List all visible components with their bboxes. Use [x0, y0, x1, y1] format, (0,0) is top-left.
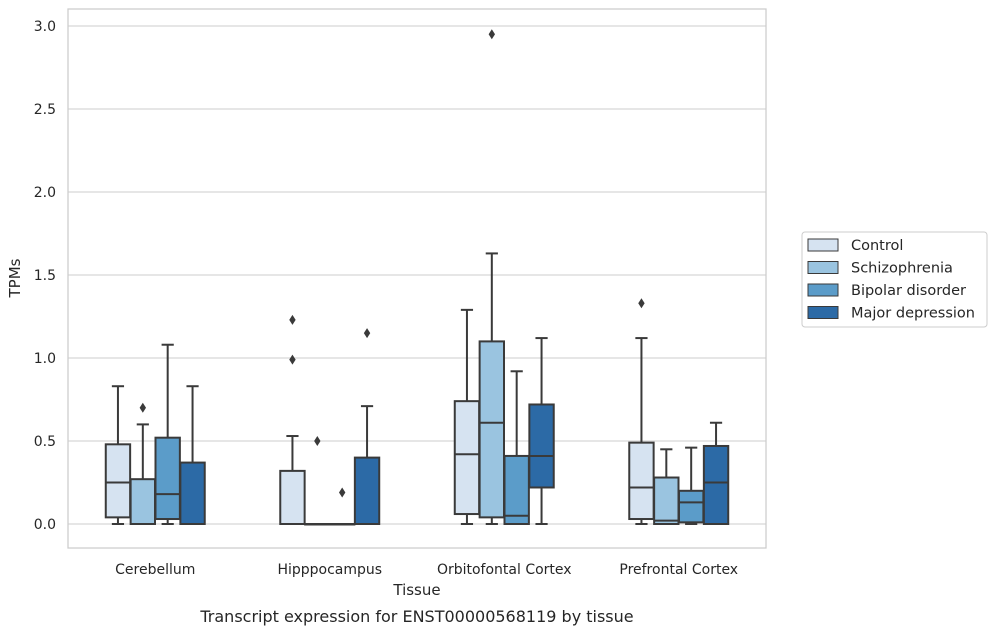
box-0-2: [154, 343, 181, 525]
box-1-2: [328, 487, 356, 526]
legend-label: Schizophrenia: [851, 261, 953, 277]
box-3-3: [702, 421, 730, 526]
x-tick-label: Orbitofontal Cortex: [437, 562, 572, 578]
box-0-1: [129, 402, 157, 525]
box-2-1: [478, 29, 506, 525]
x-tick-label: Cerebellum: [115, 562, 195, 578]
box-iqr: [353, 456, 381, 526]
box-iqr: [179, 461, 206, 525]
box-iqr: [653, 476, 680, 525]
box-iqr: [453, 400, 481, 516]
legend-item: Bipolar disorder: [807, 283, 966, 299]
box-iqr: [478, 340, 506, 519]
box-3-0: [628, 298, 655, 525]
y-tick-label: 0.0: [34, 517, 56, 533]
box-iqr: [503, 454, 530, 525]
legend-swatch: [807, 283, 839, 297]
box-2-2: [503, 370, 530, 525]
box-2-3: [528, 337, 555, 525]
legend-item: Major depression: [807, 306, 975, 322]
y-axis-label: TPMs: [6, 258, 24, 298]
legend: Control Schizophrenia Bipolar disorder Majo…: [801, 231, 988, 328]
outlier-point: [139, 402, 147, 413]
y-tick-label: 1.5: [34, 268, 56, 284]
outlier-point: [488, 29, 496, 40]
legend-label: Major depression: [851, 306, 975, 322]
box-0-0: [104, 385, 132, 525]
x-tick-labels: Cerebellum Hipppocampus Orbitofontal Corte…: [115, 562, 738, 578]
y-tick-labels: 0.0 0.5 1.0 1.5 2.0 2.5 3.0: [34, 19, 56, 533]
chart-caption: Transcript expression for ENST0000056811…: [199, 607, 633, 626]
plot-frame: [67, 8, 767, 549]
box-iqr: [104, 443, 132, 519]
y-gridlines: [68, 25, 766, 525]
box-series: [104, 29, 730, 526]
x-tick-label: Prefrontal Cortex: [619, 562, 738, 578]
y-tick-label: 3.0: [34, 19, 56, 35]
legend-label: Bipolar disorder: [851, 283, 966, 299]
outlier-point: [638, 298, 645, 309]
box-1-0: [279, 314, 306, 526]
box-1-3: [353, 328, 381, 526]
legend-label: Control: [851, 238, 903, 254]
outlier-point: [338, 487, 346, 498]
x-axis-label: Tissue: [392, 581, 440, 599]
box-iqr: [702, 444, 730, 526]
legend-frame: [801, 231, 988, 328]
y-tick-label: 2.5: [34, 102, 56, 118]
legend-swatch: [807, 261, 839, 274]
outlier-point: [363, 328, 371, 339]
y-tick-label: 1.0: [34, 351, 56, 367]
outlier-point: [314, 436, 321, 446]
outlier-point: [289, 314, 296, 325]
box-iqr: [628, 441, 655, 521]
outlier-point: [289, 354, 296, 365]
box-iqr: [279, 469, 306, 526]
box-2-0: [453, 308, 481, 525]
box-iqr: [528, 403, 555, 489]
box-0-3: [179, 385, 206, 525]
box-3-1: [653, 448, 680, 525]
x-tick-label: Hipppocampus: [277, 562, 382, 578]
legend-swatch: [807, 306, 839, 319]
y-tick-label: 2.0: [34, 185, 56, 201]
box-iqr: [677, 489, 705, 524]
box-1-1: [304, 436, 331, 526]
legend-item: Control: [807, 238, 903, 254]
box-iqr: [154, 436, 181, 521]
legend-swatch: [807, 238, 839, 252]
y-tick-label: 0.5: [34, 434, 56, 450]
box-3-2: [677, 446, 705, 525]
legend-item: Schizophrenia: [807, 261, 953, 277]
box-iqr: [129, 478, 157, 525]
